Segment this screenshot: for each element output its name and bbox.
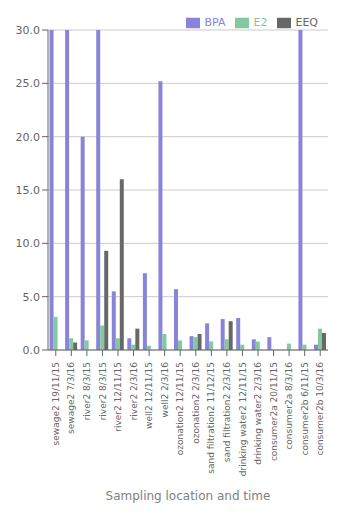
svg-text:20.0: 20.0	[16, 131, 41, 144]
svg-text:drinking water2 2/3/16: drinking water2 2/3/16	[253, 362, 263, 465]
svg-text:drinking water2 12/11/15: drinking water2 12/11/15	[238, 362, 248, 476]
svg-text:well2 2/3/16: well2 2/3/16	[160, 362, 170, 418]
svg-text:Sampling location and time: Sampling location and time	[106, 489, 271, 503]
svg-text:consumer2b 10/3/16: consumer2b 10/3/16	[315, 362, 325, 456]
svg-text:sand filtration2 11/12/15: sand filtration2 11/12/15	[206, 362, 216, 474]
svg-text:sewage2 19/11/15: sewage2 19/11/15	[51, 362, 61, 445]
svg-text:0.0: 0.0	[23, 344, 41, 357]
svg-text:consumer2a 20/11/15: consumer2a 20/11/15	[269, 362, 279, 461]
svg-text:consumer2b 6/11/15: consumer2b 6/11/15	[300, 362, 310, 456]
svg-text:10.0: 10.0	[16, 237, 41, 250]
svg-text:river2 8/3/15: river2 8/3/15	[98, 362, 108, 420]
svg-text:well2 12/11/15: well2 12/11/15	[144, 362, 154, 429]
html-text:E2: E2	[253, 16, 268, 29]
svg-text:consumer2a 8/3/16: consumer2a 8/3/16	[284, 362, 294, 450]
svg-text:ozonation2 12/11/15: ozonation2 12/11/15	[175, 362, 185, 455]
svg-text:sewage2 7/3/16: sewage2 7/3/16	[66, 362, 76, 434]
svg-text:25.0: 25.0	[16, 77, 41, 90]
svg-text:river2 12/11/15: river2 12/11/15	[113, 362, 123, 432]
svg-text:5.0: 5.0	[23, 291, 41, 304]
html-text:BPA: BPA	[204, 16, 226, 29]
html-text:EEQ: EEQ	[295, 16, 318, 29]
svg-text:15.0: 15.0	[16, 184, 41, 197]
svg-text:sand filtration2 2/3/16: sand filtration2 2/3/16	[222, 362, 232, 462]
svg-text:river2 2/3/16: river2 2/3/16	[129, 362, 139, 421]
svg-text:ozonation2 2/3/16: ozonation2 2/3/16	[191, 362, 201, 444]
svg-text:river2 8/3/15: river2 8/3/15	[82, 362, 92, 420]
svg-text:30.0: 30.0	[16, 24, 41, 37]
